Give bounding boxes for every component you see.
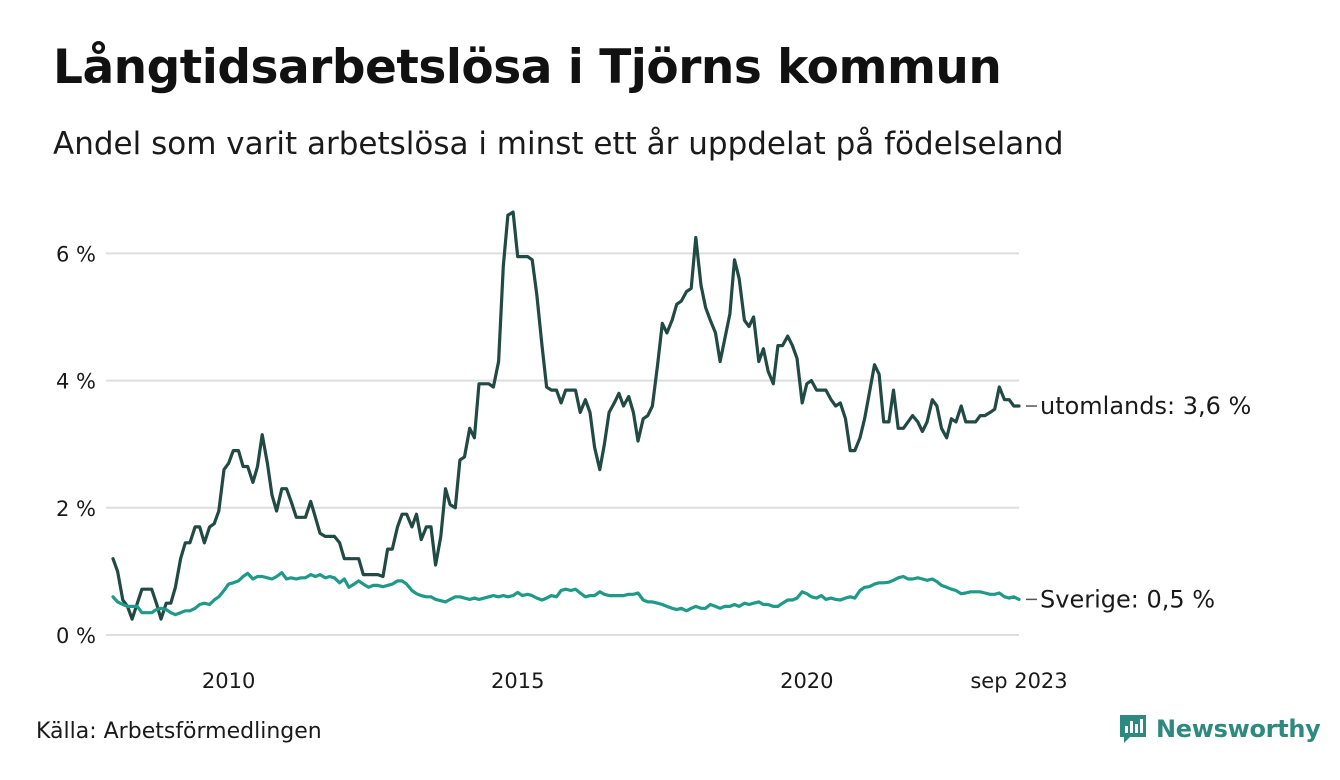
newsworthy-logo[interactable]: Newsworthy (1118, 713, 1321, 745)
newsworthy-logo-icon (1120, 715, 1146, 743)
y-tick-label: 6 % (56, 242, 96, 266)
end-label-sverige: Sverige: 0,5 % (1040, 585, 1215, 613)
end-label-utomlands: utomlands: 3,6 % (1040, 392, 1251, 420)
x-tick-label: 2020 (780, 669, 833, 693)
x-tick-label: sep 2023 (970, 669, 1067, 693)
chart-subtitle: Andel som varit arbetslösa i minst ett å… (53, 126, 1064, 162)
x-tick-label: 2015 (491, 669, 544, 693)
y-tick-label: 0 % (56, 624, 96, 648)
source-note: Källa: Arbetsförmedlingen (36, 719, 322, 744)
y-tick-label: 2 % (56, 497, 96, 521)
x-tick-label: 2010 (202, 669, 255, 693)
series-line-sverige (111, 571, 1021, 617)
y-tick-label: 4 % (56, 370, 96, 394)
newsworthy-brand-label: Newsworthy (1156, 715, 1321, 743)
chart-title: Långtidsarbetslösa i Tjörns kommun (53, 40, 1002, 95)
series-line-utomlands (111, 210, 1021, 621)
